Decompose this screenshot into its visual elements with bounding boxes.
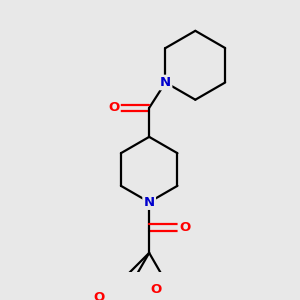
Text: O: O [150, 283, 161, 296]
Text: N: N [144, 196, 155, 208]
Text: N: N [160, 76, 171, 89]
Text: O: O [108, 101, 119, 114]
Text: O: O [94, 291, 105, 300]
Text: O: O [179, 221, 190, 234]
